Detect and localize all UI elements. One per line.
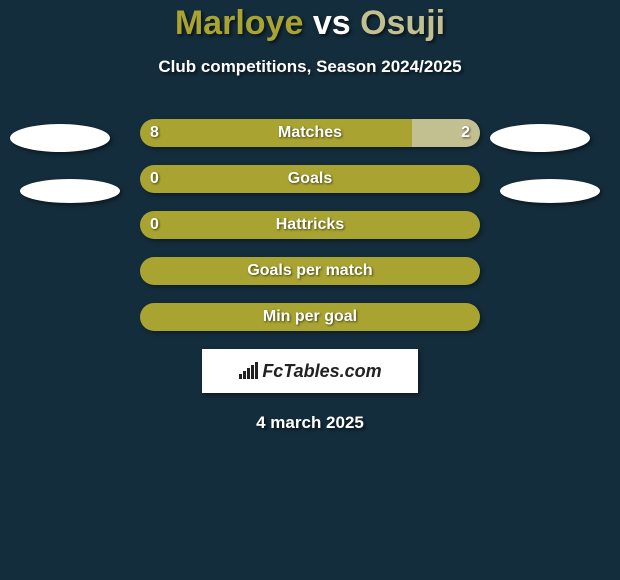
stat-row: Min per goal xyxy=(0,303,620,331)
stat-row: 0Hattricks xyxy=(0,211,620,239)
player1-name: Marloye xyxy=(175,4,304,42)
subtitle: Club competitions, Season 2024/2025 xyxy=(0,57,620,77)
bar-fill-left xyxy=(140,119,412,147)
page-title: Marloye vs Osuji xyxy=(0,4,620,43)
vs-text: vs xyxy=(313,4,351,42)
stat-bar: 0Hattricks xyxy=(140,211,480,239)
stat-row: 0Goals xyxy=(0,165,620,193)
container: Marloye vs Osuji Club competitions, Seas… xyxy=(0,0,620,580)
bar-fill-left xyxy=(140,303,480,331)
stat-value-left: 0 xyxy=(150,165,159,193)
stat-row: Goals per match xyxy=(0,257,620,285)
stat-row: 82Matches xyxy=(0,119,620,147)
brand: FcTables.com xyxy=(238,361,381,382)
bar-fill-left xyxy=(140,211,480,239)
stat-bar: Goals per match xyxy=(140,257,480,285)
date-label: 4 march 2025 xyxy=(0,413,620,433)
stat-value-left: 0 xyxy=(150,211,159,239)
brand-box: FcTables.com xyxy=(202,349,418,393)
stat-bar: 0Goals xyxy=(140,165,480,193)
stat-bar: 82Matches xyxy=(140,119,480,147)
stat-bar: Min per goal xyxy=(140,303,480,331)
stat-value-left: 8 xyxy=(150,119,159,147)
bars-icon xyxy=(238,362,260,380)
bar-fill-left xyxy=(140,257,480,285)
player2-name: Osuji xyxy=(360,4,445,42)
stat-value-right: 2 xyxy=(461,119,470,147)
bar-fill-left xyxy=(140,165,480,193)
brand-label: FcTables.com xyxy=(262,361,381,382)
